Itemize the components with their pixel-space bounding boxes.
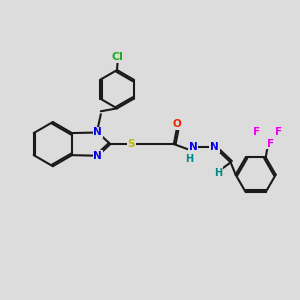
Text: F: F [267, 139, 274, 148]
Text: Cl: Cl [112, 52, 124, 62]
Text: O: O [173, 119, 182, 129]
Text: N: N [94, 128, 102, 137]
Text: H: H [185, 154, 193, 164]
Text: F: F [275, 127, 283, 137]
Text: F: F [253, 127, 260, 137]
Text: N: N [210, 142, 219, 152]
Text: H: H [214, 168, 222, 178]
Text: N: N [94, 151, 102, 161]
Text: S: S [128, 139, 135, 149]
Text: N: N [189, 142, 197, 152]
